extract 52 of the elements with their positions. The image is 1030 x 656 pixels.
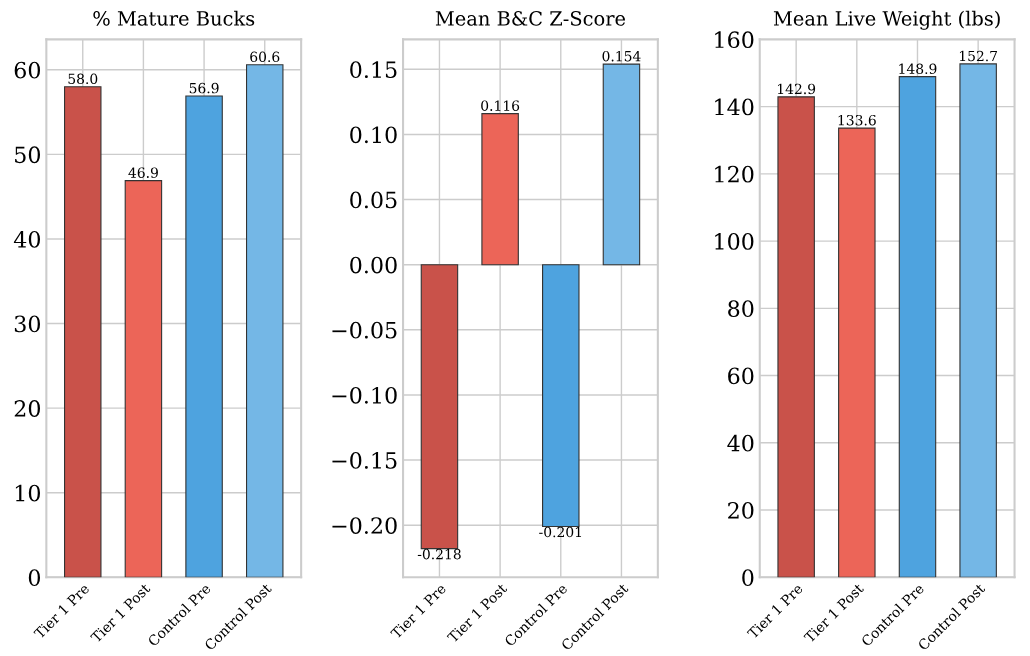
y-tick-label: 0.05 bbox=[350, 191, 397, 209]
y-tick-label: 60 bbox=[14, 61, 41, 79]
bar bbox=[777, 96, 815, 578]
y-tick-label: 10 bbox=[15, 484, 41, 502]
y-tick-label: 50 bbox=[15, 146, 41, 164]
y-tick-label: 0 bbox=[28, 569, 41, 587]
data-label: 0.154 bbox=[602, 50, 641, 62]
y-tick-label: 140 bbox=[715, 98, 754, 116]
y-tick-label: 100 bbox=[715, 233, 754, 250]
y-tick-label: 20 bbox=[14, 400, 41, 417]
y-tick-label: 160 bbox=[715, 31, 754, 49]
x-tick-label: Tier 1 Pre bbox=[389, 582, 447, 640]
data-label: 148.9 bbox=[899, 63, 937, 74]
data-label: 0.116 bbox=[481, 100, 520, 111]
y-tick-label: 0.00 bbox=[350, 256, 397, 274]
chart-title: Mean B&C Z-Score bbox=[435, 11, 626, 26]
bar bbox=[185, 95, 223, 578]
bar bbox=[420, 264, 459, 550]
data-label: 56.9 bbox=[189, 82, 219, 94]
y-tick-label: 40 bbox=[727, 434, 754, 452]
bar bbox=[542, 264, 580, 528]
bar bbox=[898, 76, 937, 578]
bar bbox=[602, 63, 641, 266]
data-label: 152.7 bbox=[959, 50, 998, 62]
data-label: 60.6 bbox=[250, 51, 280, 63]
y-tick-label: 20 bbox=[728, 501, 754, 519]
data-label: 46.9 bbox=[128, 167, 158, 178]
data-label: 142.9 bbox=[777, 83, 816, 95]
y-tick-label: 120 bbox=[715, 165, 754, 183]
y-tick-label: −0.05 bbox=[332, 321, 397, 339]
y-tick-label: 60 bbox=[728, 367, 754, 385]
y-tick-label: −0.15 bbox=[332, 452, 397, 469]
data-label: 133.6 bbox=[838, 114, 876, 126]
chart-title: % Mature Bucks bbox=[93, 10, 255, 26]
y-tick-label: 0.15 bbox=[350, 61, 397, 79]
y-tick-label: 30 bbox=[14, 315, 41, 333]
y-tick-label: 80 bbox=[728, 300, 754, 318]
y-tick-label: −0.20 bbox=[332, 517, 397, 534]
data-label: 58.0 bbox=[68, 73, 98, 85]
bar bbox=[959, 63, 997, 578]
y-tick-label: −0.10 bbox=[332, 386, 397, 404]
bar bbox=[838, 127, 876, 578]
y-tick-label: 0 bbox=[742, 569, 754, 587]
bar bbox=[245, 64, 284, 578]
bar bbox=[63, 86, 102, 578]
chart-title: Mean Live Weight (lbs) bbox=[773, 10, 1000, 30]
bar bbox=[124, 180, 163, 578]
data-label: -0.201 bbox=[539, 526, 582, 538]
y-tick-label: 0.10 bbox=[350, 126, 397, 144]
y-tick-label: 40 bbox=[13, 230, 41, 248]
bar bbox=[481, 113, 519, 266]
data-label: -0.218 bbox=[417, 548, 461, 560]
